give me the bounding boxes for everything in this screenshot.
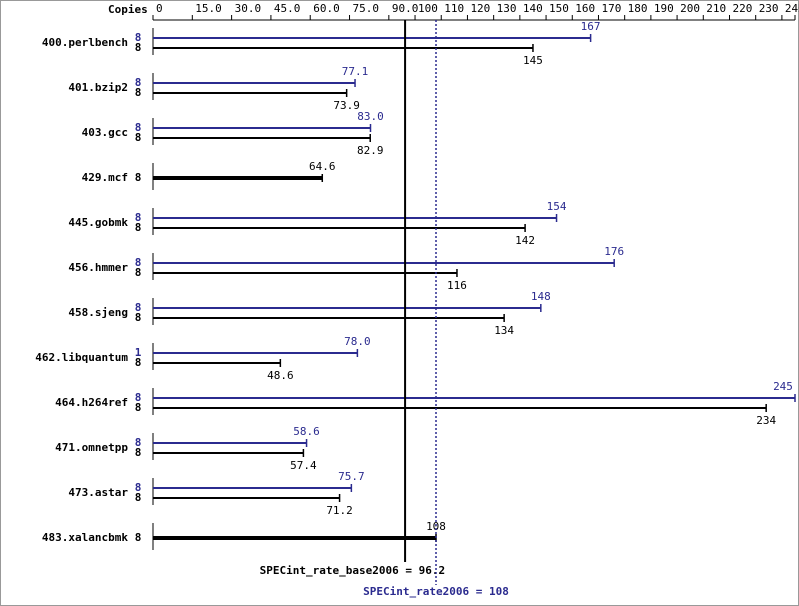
copies-label: 8 [135, 531, 142, 544]
value-label: 176 [604, 245, 624, 258]
copies-label: 8 [135, 211, 142, 224]
copies-label: 8 [135, 491, 142, 504]
value-label: 145 [523, 54, 543, 67]
x-tick-label: 120 [470, 2, 490, 15]
copies-label: 8 [135, 401, 142, 414]
benchmark-label: 483.xalancbmk [42, 531, 128, 544]
copies-label: 8 [135, 121, 142, 134]
value-label: 77.1 [342, 65, 369, 78]
benchmark-label: 473.astar [68, 486, 128, 499]
benchmark-label: 403.gcc [82, 126, 128, 139]
copies-label: 8 [135, 436, 142, 449]
x-tick-label: 210 [706, 2, 726, 15]
value-label: 245 [773, 380, 793, 393]
x-tick-label: 140 [523, 2, 543, 15]
copies-label: 8 [135, 31, 142, 44]
x-tick-label: 110 [444, 2, 464, 15]
copies-label: 8 [135, 171, 142, 184]
copies-label: 8 [135, 446, 142, 459]
x-tick-label: 75.0 [353, 2, 380, 15]
benchmark-label: 445.gobmk [68, 216, 128, 229]
value-label: 48.6 [267, 369, 294, 382]
value-label: 73.9 [333, 99, 360, 112]
benchmark-label: 462.libquantum [35, 351, 128, 364]
x-tick-label: 45.0 [274, 2, 301, 15]
value-label: 142 [515, 234, 535, 247]
value-label: 57.4 [290, 459, 317, 472]
value-label: 154 [547, 200, 567, 213]
value-label: 116 [447, 279, 467, 292]
value-label: 78.0 [344, 335, 371, 348]
benchmark-label: 400.perlbench [42, 36, 128, 49]
x-tick-label: 170 [601, 2, 621, 15]
copies-label: 8 [135, 301, 142, 314]
x-tick-label: 150 [549, 2, 569, 15]
value-label: 71.2 [326, 504, 353, 517]
value-label: 108 [426, 520, 446, 533]
reference-label: SPECint_rate2006 = 108 [363, 585, 509, 598]
reference-label: SPECint_rate_base2006 = 96.2 [260, 564, 445, 577]
benchmark-label: 429.mcf [82, 171, 128, 184]
value-label: 134 [494, 324, 514, 337]
value-label: 64.6 [309, 160, 336, 173]
x-tick-label: 220 [732, 2, 752, 15]
copies-label: 8 [135, 356, 142, 369]
value-label: 75.7 [338, 470, 365, 483]
copies-label: 8 [135, 311, 142, 324]
copies-label: 8 [135, 41, 142, 54]
copies-label: 8 [135, 86, 142, 99]
copies-label: 8 [135, 266, 142, 279]
value-label: 58.6 [293, 425, 320, 438]
value-label: 167 [581, 20, 601, 33]
benchmark-label: 458.sjeng [68, 306, 128, 319]
x-tick-label: 200 [680, 2, 700, 15]
benchmark-label: 464.h264ref [55, 396, 128, 409]
x-tick-label: 240 [785, 2, 799, 15]
benchmark-label: 401.bzip2 [68, 81, 128, 94]
benchmark-label: 471.omnetpp [55, 441, 128, 454]
x-tick-label: 230 [759, 2, 779, 15]
copies-label: 8 [135, 256, 142, 269]
x-tick-label: 30.0 [235, 2, 262, 15]
x-tick-label: 130 [497, 2, 517, 15]
x-tick-label: 15.0 [195, 2, 222, 15]
x-tick-label: 180 [628, 2, 648, 15]
value-label: 82.9 [357, 144, 384, 157]
value-label: 148 [531, 290, 551, 303]
benchmark-label: 456.hmmer [68, 261, 128, 274]
copies-label: 8 [135, 131, 142, 144]
copies-label: 1 [135, 346, 142, 359]
x-tick-label: 160 [575, 2, 595, 15]
x-tick-label: 190 [654, 2, 674, 15]
x-tick-label: 90.0 [392, 2, 419, 15]
value-label: 83.0 [357, 110, 384, 123]
copies-header: Copies [108, 3, 148, 16]
value-label: 234 [756, 414, 776, 427]
copies-label: 8 [135, 76, 142, 89]
copies-label: 8 [135, 481, 142, 494]
x-tick-label: 60.0 [313, 2, 340, 15]
x-tick-label: 100 [418, 2, 438, 15]
copies-label: 8 [135, 391, 142, 404]
copies-label: 8 [135, 221, 142, 234]
x-tick-label: 0 [156, 2, 163, 15]
